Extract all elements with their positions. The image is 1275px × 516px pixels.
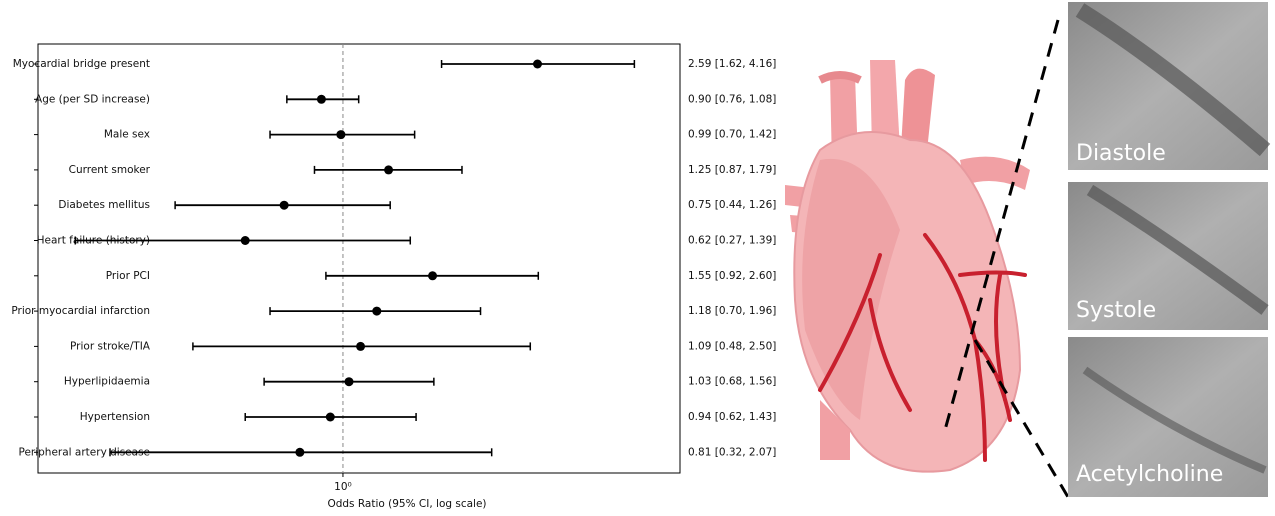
value-label: 2.59 [1.62, 4.16] <box>688 58 776 70</box>
point-estimate <box>356 341 366 351</box>
point-estimate <box>316 94 326 104</box>
value-label: 1.03 [0.68, 1.56] <box>688 376 776 388</box>
point-estimate <box>325 412 335 422</box>
angiogram-image <box>1068 182 1268 330</box>
value-label: 0.75 [0.44, 1.26] <box>688 199 776 211</box>
point-estimate <box>279 200 289 210</box>
y-tick-label: Prior PCI <box>106 270 150 282</box>
value-label: 0.94 [0.62, 1.43] <box>688 411 776 423</box>
value-label: 1.09 [0.48, 2.50] <box>688 340 776 352</box>
value-label: 1.25 [0.87, 1.79] <box>688 164 776 176</box>
value-label: 1.55 [0.92, 2.60] <box>688 270 776 282</box>
point-estimate <box>533 59 543 69</box>
panel-label: Diastole <box>1076 141 1166 166</box>
y-tick-label: Prior stroke/TIA <box>70 340 151 352</box>
value-label: 0.81 [0.32, 2.07] <box>688 446 776 458</box>
y-tick-label: Male sex <box>104 129 150 141</box>
panel-label: Systole <box>1076 298 1156 323</box>
point-estimate <box>344 377 354 387</box>
y-tick-label: Myocardial bridge present <box>13 58 150 70</box>
value-label: 1.18 [0.70, 1.96] <box>688 305 776 317</box>
x-axis-label: Odds Ratio (95% CI, log scale) <box>327 498 486 510</box>
y-tick-label: Current smoker <box>69 164 151 176</box>
point-estimate <box>372 306 382 316</box>
y-tick-label: Age (per SD increase) <box>35 93 150 105</box>
point-estimate <box>240 236 250 245</box>
panel-label: Acetylcholine <box>1076 462 1223 487</box>
point-estimate <box>295 447 305 457</box>
y-tick-label: Peripheral artery disease <box>18 446 150 458</box>
plot-frame <box>37 43 681 474</box>
point-estimate <box>336 130 346 140</box>
point-estimate <box>428 271 438 281</box>
y-tick-label: Hyperlipidaemia <box>64 376 150 388</box>
y-tick-label: Prior myocardial infarction <box>11 305 150 317</box>
value-label: 0.99 [0.70, 1.42] <box>688 129 776 141</box>
angiogram-panels: Diastole Systole Acetylcholine <box>1068 2 1271 497</box>
point-estimate <box>384 165 394 175</box>
value-label: 0.62 [0.27, 1.39] <box>688 235 776 247</box>
y-tick-label: Hypertension <box>80 411 150 423</box>
x-tick-label: 10⁰ <box>334 481 352 493</box>
heart-illustration <box>785 19 1070 498</box>
angiogram-image <box>1068 337 1268 497</box>
value-label: 0.90 [0.76, 1.08] <box>688 93 776 105</box>
y-tick-label: Diabetes mellitus <box>58 199 150 211</box>
